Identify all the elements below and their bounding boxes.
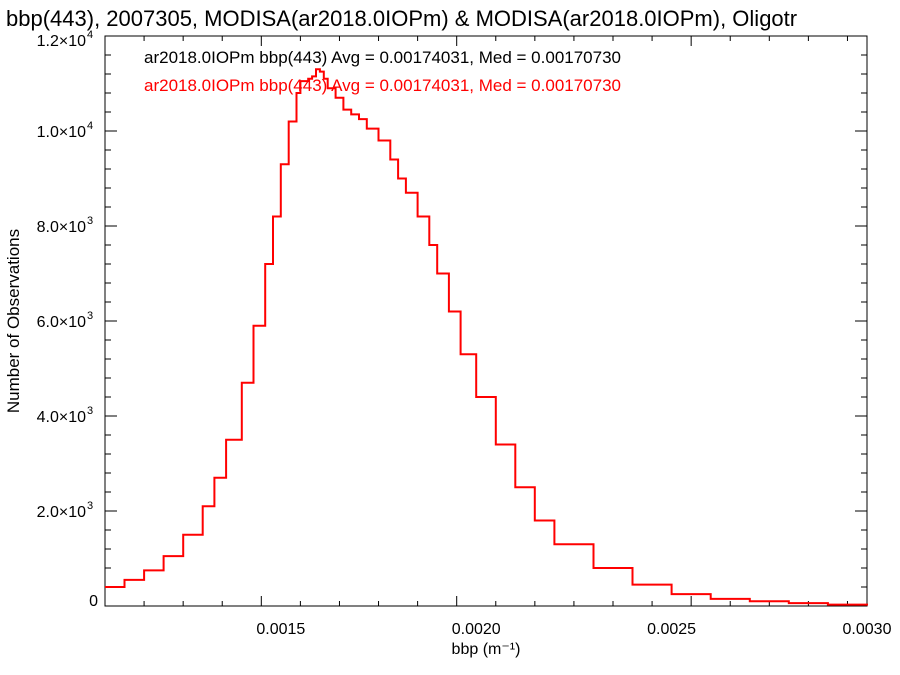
legend: ar2018.0IOPm bbp(443) Avg = 0.00174031, …: [144, 48, 621, 95]
plot-frame: [104, 35, 868, 607]
legend-entry-black: ar2018.0IOPm bbp(443) Avg = 0.00174031, …: [144, 48, 621, 67]
y-tick-mantissa: 2.0×10: [37, 504, 86, 521]
y-tick-mantissa: 6.0×10: [37, 314, 86, 331]
y-tick-exponent: 4: [87, 29, 93, 41]
x-tick-label: 0.0020: [452, 621, 501, 638]
y-tick-exponent: 3: [87, 215, 93, 227]
y-tick-label: 1.2×10: [37, 33, 86, 50]
x-axis: 0.0015 0.0020 0.0025 0.0030: [104, 36, 892, 638]
y-tick-exponent: 3: [87, 310, 93, 322]
y-tick-mantissa: 0: [89, 593, 98, 610]
y-tick-label: 2.0×10: [37, 504, 86, 521]
x-tick-label: 0.0015: [256, 621, 305, 638]
y-tick-label: 1.0×10: [37, 124, 86, 141]
y-tick-label: 0: [89, 593, 98, 610]
x-axis-label: bbp (m⁻¹): [452, 641, 521, 658]
y-tick-label: 4.0×10: [37, 409, 86, 426]
x-tick-label: 0.0030: [843, 621, 892, 638]
y-tick-label: 8.0×10: [37, 219, 86, 236]
y-tick-mantissa: 1.2×10: [37, 33, 86, 50]
y-tick-mantissa: 4.0×10: [37, 409, 86, 426]
y-axis-label: Number of Observations: [4, 229, 23, 413]
chart-title: bbp(443), 2007305, MODISA(ar2018.0IOPm) …: [6, 6, 797, 31]
y-tick-exponent: 3: [87, 500, 93, 512]
y-tick-mantissa: 8.0×10: [37, 219, 86, 236]
series-line: [105, 68, 868, 606]
legend-entry-red: ar2018.0IOPm bbp(443) Avg = 0.00174031, …: [144, 76, 621, 95]
y-tick-exponent: 3: [87, 405, 93, 417]
y-tick-label: 6.0×10: [37, 314, 86, 331]
y-tick-exponent: 4: [87, 120, 93, 132]
y-tick-mantissa: 1.0×10: [37, 124, 86, 141]
x-tick-label: 0.0025: [647, 621, 696, 638]
y-axis: 02.0×10 34.0×10 36.0×10 38.0×10 31.0×10 41.2×…: [37, 29, 867, 610]
